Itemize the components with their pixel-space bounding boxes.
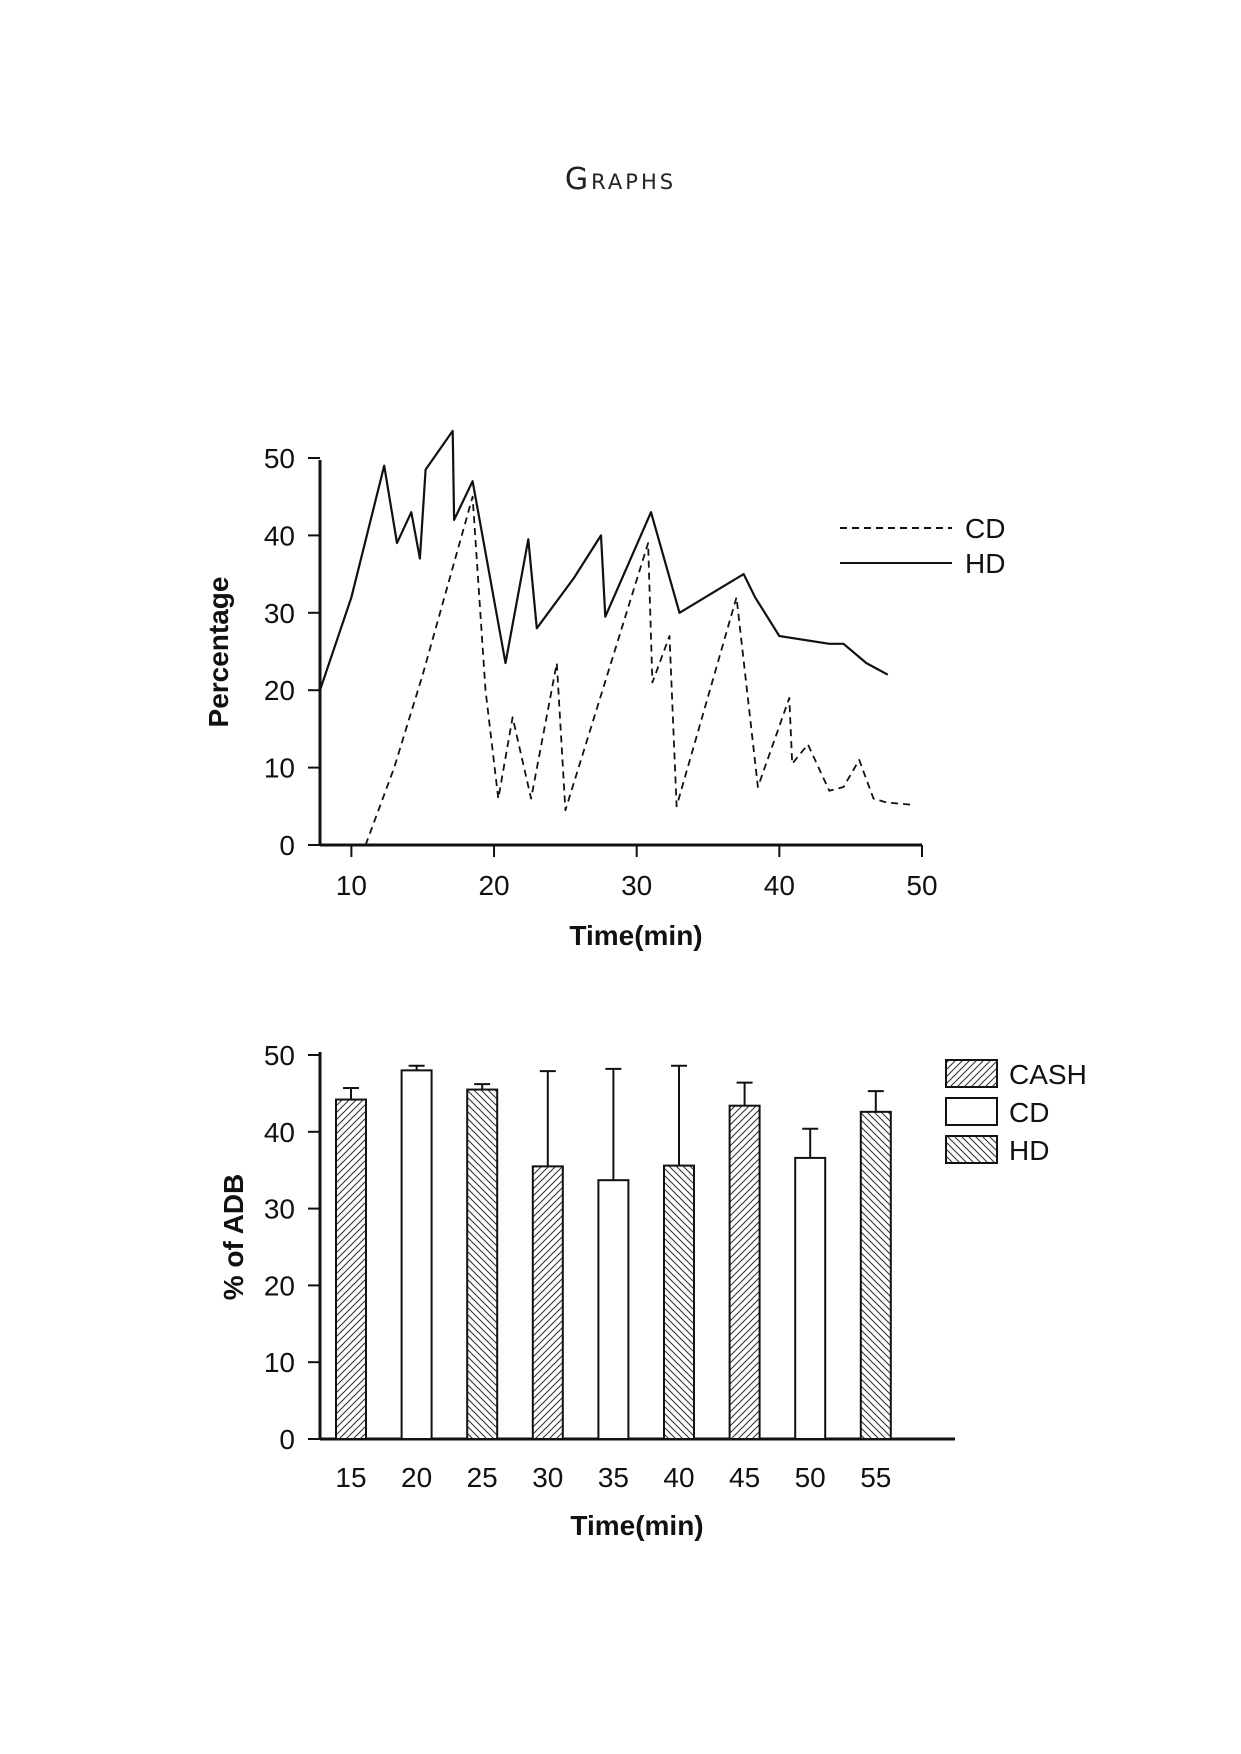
- y-tick-label: 20: [264, 1270, 295, 1301]
- bar-chart: 0 10 20 30 40 50 15 20 25 30 35 40 45 50 55 Time(min) % …: [218, 1040, 1087, 1541]
- x-axis-title: Time(min): [569, 920, 702, 951]
- legend-label-cd: CD: [1009, 1097, 1049, 1128]
- series-line-cd: [364, 495, 913, 846]
- bar-45: [728, 1104, 761, 1440]
- x-tick-label: 40: [764, 870, 795, 901]
- x-tick-label: 45: [729, 1462, 760, 1493]
- y-tick-label: 20: [264, 675, 295, 706]
- legend-swatch-cd: [945, 1097, 998, 1126]
- x-tick-label: 50: [906, 870, 937, 901]
- bar-25: [466, 1088, 499, 1441]
- y-tick-label: 30: [264, 598, 295, 629]
- legend-swatch-cash: [945, 1059, 998, 1088]
- bar-40: [663, 1164, 695, 1441]
- y-tick-label: 10: [264, 753, 295, 784]
- x-tick-label: 40: [663, 1462, 694, 1493]
- line-chart: 0 10 20 30 40 50 10 20 30 40 50 Time(min) Percentage…: [203, 429, 1005, 951]
- bar-50: [794, 1156, 827, 1440]
- bar-20: [400, 1069, 433, 1440]
- series-line-hd: [318, 429, 889, 691]
- y-tick-label: 40: [264, 1117, 295, 1148]
- x-tick-label: 35: [598, 1462, 629, 1493]
- bar-55: [859, 1110, 892, 1441]
- y-axis-title: Percentage: [203, 577, 234, 728]
- legend-label-hd: HD: [965, 548, 1005, 579]
- y-tick-label: 50: [264, 443, 295, 474]
- y-tick-label: 40: [264, 520, 295, 551]
- y-tick-label: 0: [279, 830, 295, 861]
- x-tick-label: 15: [335, 1462, 366, 1493]
- legend-label-cash: CASH: [1009, 1059, 1087, 1090]
- legend-label-cd: CD: [965, 513, 1005, 544]
- x-tick-label: 30: [621, 870, 652, 901]
- y-tick-label: 10: [264, 1347, 295, 1378]
- x-tick-label: 10: [336, 870, 367, 901]
- x-tick-label: 25: [467, 1462, 498, 1493]
- x-tick-label: 20: [478, 870, 509, 901]
- y-axis-title: % of ADB: [218, 1174, 249, 1301]
- legend-label-hd: HD: [1009, 1135, 1049, 1166]
- y-tick-label: 0: [279, 1424, 295, 1455]
- y-tick-label: 50: [264, 1040, 295, 1071]
- x-tick-label: 50: [795, 1462, 826, 1493]
- bar-30: [531, 1165, 564, 1440]
- page-heading: Graphs: [564, 162, 677, 197]
- legend-swatch-hd: [945, 1135, 998, 1164]
- x-axis-title: Time(min): [570, 1510, 703, 1541]
- bar-15: [335, 1098, 367, 1440]
- y-tick-label: 30: [264, 1194, 295, 1225]
- x-tick-label: 30: [532, 1462, 563, 1493]
- bar-35: [597, 1179, 630, 1440]
- x-tick-label: 55: [860, 1462, 891, 1493]
- x-tick-label: 20: [401, 1462, 432, 1493]
